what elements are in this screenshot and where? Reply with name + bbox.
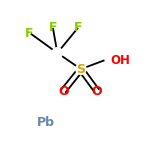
Circle shape (76, 64, 86, 74)
Text: F: F (49, 21, 57, 34)
Text: Pb: Pb (37, 116, 55, 129)
Text: O: O (92, 85, 102, 98)
Circle shape (52, 48, 63, 58)
Text: F: F (25, 27, 34, 40)
Text: OH: OH (110, 54, 130, 67)
Text: S: S (76, 63, 85, 76)
Text: O: O (58, 85, 69, 98)
Text: F: F (74, 21, 82, 34)
